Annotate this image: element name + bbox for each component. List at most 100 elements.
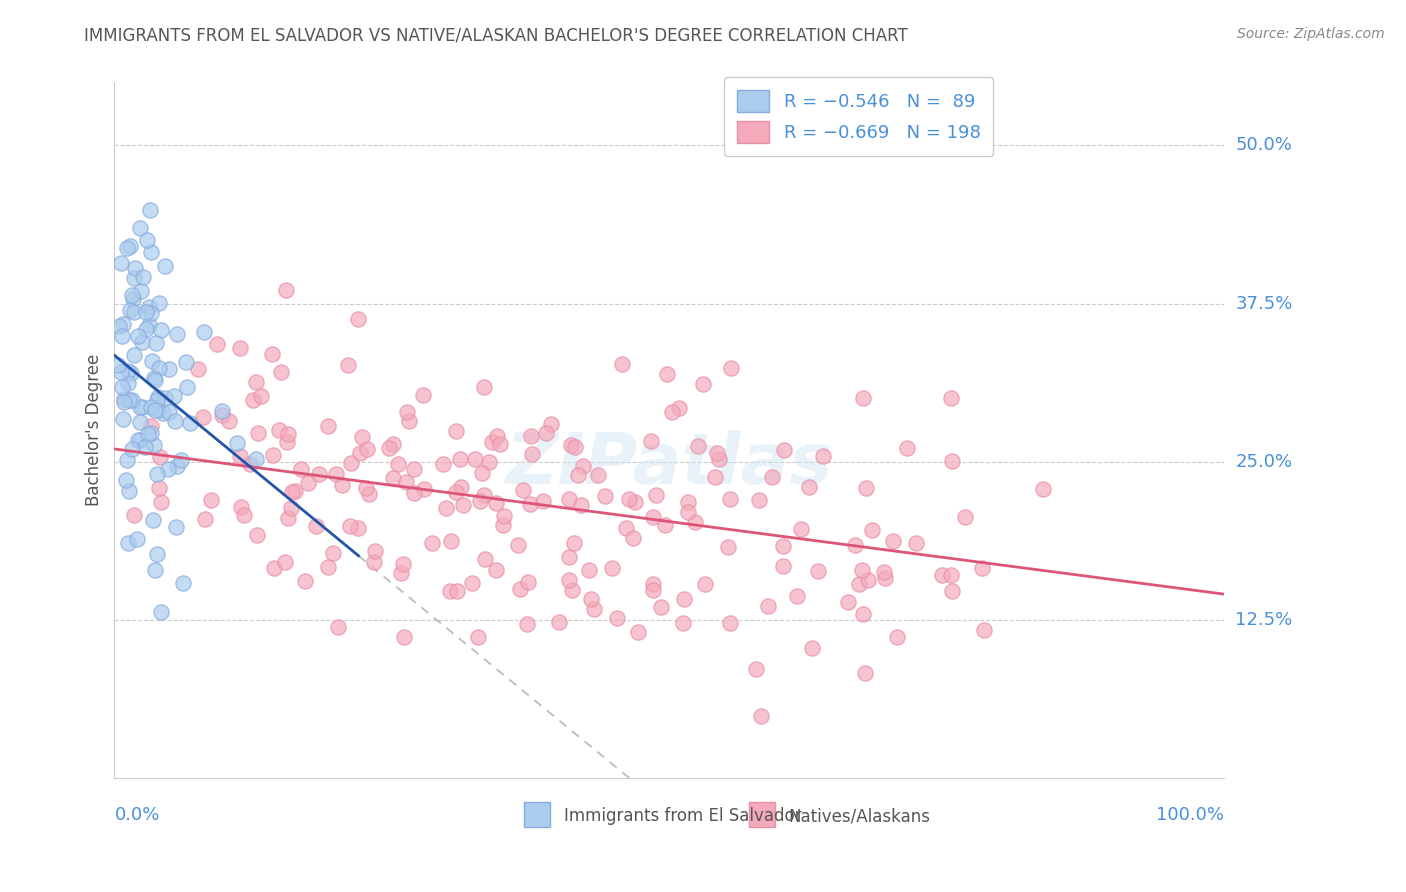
Point bbox=[330, 478, 353, 492]
Point bbox=[799, 480, 821, 494]
Point bbox=[157, 405, 180, 419]
Point bbox=[558, 492, 581, 507]
Point bbox=[621, 531, 644, 545]
Point bbox=[606, 611, 628, 625]
Point bbox=[882, 534, 904, 549]
Point bbox=[519, 497, 541, 511]
Point bbox=[107, 358, 129, 372]
Point bbox=[117, 364, 139, 378]
Point bbox=[117, 535, 139, 549]
Point bbox=[641, 582, 664, 597]
Point bbox=[148, 482, 170, 496]
Point bbox=[873, 565, 896, 579]
Point bbox=[413, 483, 436, 497]
Legend: R = −0.546   N =  89, R = −0.669   N = 198: R = −0.546 N = 89, R = −0.669 N = 198 bbox=[724, 78, 993, 155]
Point bbox=[152, 405, 174, 419]
Point bbox=[111, 317, 134, 331]
Point bbox=[718, 492, 741, 507]
Point bbox=[250, 389, 273, 403]
Point bbox=[290, 461, 312, 475]
Point bbox=[973, 624, 995, 638]
Point bbox=[404, 486, 426, 500]
Point bbox=[786, 589, 808, 603]
Point bbox=[931, 567, 953, 582]
Point bbox=[246, 528, 269, 542]
Point bbox=[896, 442, 918, 456]
Point bbox=[349, 446, 371, 460]
Point bbox=[851, 563, 873, 577]
Point bbox=[339, 518, 361, 533]
Point bbox=[129, 401, 152, 415]
Point bbox=[468, 493, 491, 508]
Point bbox=[520, 428, 543, 442]
Point bbox=[643, 510, 665, 524]
Point bbox=[263, 560, 285, 574]
Point bbox=[328, 620, 350, 634]
Text: IMMIGRANTS FROM EL SALVADOR VS NATIVE/ALASKAN BACHELOR'S DEGREE CORRELATION CHAR: IMMIGRANTS FROM EL SALVADOR VS NATIVE/AL… bbox=[84, 27, 908, 45]
Point bbox=[122, 305, 145, 319]
Point bbox=[294, 574, 316, 589]
Point bbox=[619, 492, 641, 507]
Point bbox=[163, 389, 186, 403]
Point bbox=[153, 391, 176, 405]
Point bbox=[661, 405, 683, 419]
Point bbox=[673, 592, 696, 607]
Point bbox=[600, 561, 623, 575]
Point bbox=[387, 457, 409, 471]
Point bbox=[146, 547, 169, 561]
Point bbox=[704, 470, 727, 484]
Point bbox=[121, 392, 143, 407]
Point bbox=[583, 601, 606, 615]
Point bbox=[645, 488, 668, 502]
Point bbox=[121, 293, 143, 307]
Point bbox=[124, 260, 146, 275]
Point bbox=[110, 366, 132, 380]
Point bbox=[218, 414, 240, 428]
Point bbox=[308, 467, 330, 481]
Point bbox=[489, 437, 512, 451]
Point bbox=[941, 584, 963, 599]
Point bbox=[229, 341, 252, 355]
Point bbox=[904, 536, 927, 550]
Point bbox=[149, 450, 172, 464]
Point bbox=[561, 582, 583, 597]
Point bbox=[558, 573, 581, 587]
Point bbox=[567, 468, 589, 483]
Point bbox=[485, 564, 508, 578]
Point bbox=[446, 583, 468, 598]
Point bbox=[145, 373, 167, 387]
Point bbox=[148, 296, 170, 310]
Point bbox=[451, 499, 474, 513]
Point bbox=[492, 518, 515, 533]
Point bbox=[145, 403, 167, 417]
Point bbox=[626, 624, 648, 639]
Point bbox=[114, 394, 136, 409]
Point bbox=[392, 557, 415, 571]
Text: 12.5%: 12.5% bbox=[1236, 611, 1292, 629]
Point bbox=[654, 518, 676, 533]
Point bbox=[150, 605, 173, 619]
Point bbox=[398, 414, 420, 428]
Point bbox=[270, 365, 292, 379]
Point bbox=[122, 271, 145, 285]
Point bbox=[685, 516, 707, 530]
Point bbox=[509, 582, 531, 597]
Point bbox=[120, 238, 142, 252]
Point bbox=[146, 403, 169, 417]
Point bbox=[718, 615, 741, 630]
Point bbox=[166, 326, 188, 341]
Point bbox=[260, 346, 283, 360]
Point bbox=[382, 471, 405, 485]
Point bbox=[277, 511, 299, 525]
Point bbox=[745, 662, 768, 676]
Point bbox=[305, 519, 328, 533]
Point bbox=[772, 539, 794, 553]
Point bbox=[444, 425, 467, 439]
Point bbox=[855, 481, 877, 495]
Point bbox=[232, 508, 254, 523]
Point bbox=[641, 576, 664, 591]
Point bbox=[280, 501, 302, 516]
Point bbox=[274, 555, 297, 569]
Point bbox=[412, 388, 434, 402]
Point bbox=[316, 419, 339, 434]
